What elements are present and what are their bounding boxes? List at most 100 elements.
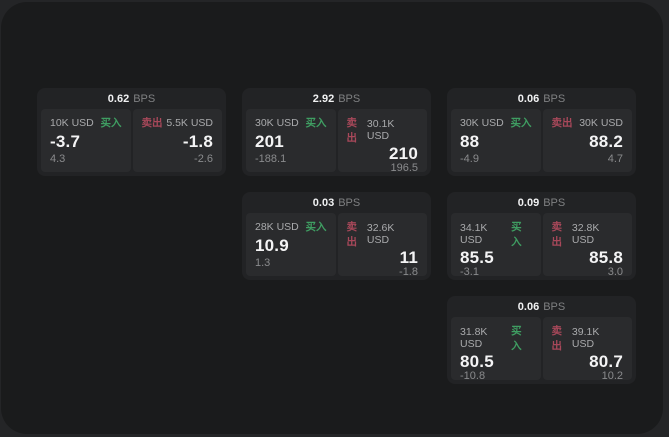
buy-delta-value: 4.3	[50, 153, 66, 165]
sell-delta-value: 196.5	[390, 162, 418, 174]
quote-cells: 28K USD 买入 10.9 1.3 卖出 32.6K USD 11 -1.8	[246, 213, 427, 278]
quote-card: 0.09 BPS 34.1K USD 买入 85.5 -3.1 卖出 32.8K…	[447, 192, 636, 280]
sell-side-label: 卖出	[551, 221, 563, 248]
sell-cell-top: 卖出 32.6K USD	[347, 219, 419, 249]
sell-amount-label: 5.5K USD	[166, 116, 213, 129]
sell-cell[interactable]: 卖出 39.1K USD 80.7 10.2	[542, 317, 632, 382]
bps-value: 0.06	[517, 300, 540, 313]
bps-value: 0.09	[517, 196, 540, 209]
buy-side-label: 买入	[511, 221, 522, 248]
buy-amount-label: 30K USD	[255, 116, 299, 129]
quote-cells: 30K USD 买入 88 -4.9 卖出 30K USD 88.2 4.7	[451, 109, 632, 172]
sell-price-value: 11	[399, 248, 418, 267]
sell-cell[interactable]: 卖出 32.8K USD 85.8 3.0	[542, 213, 632, 278]
card-header: 2.92 BPS	[242, 88, 431, 109]
buy-price-value: 85.5	[460, 248, 494, 267]
buy-side-label: 买入	[305, 117, 327, 129]
buy-price-value: 88	[460, 132, 480, 151]
buy-delta-value: -3.1	[460, 266, 479, 278]
sell-price-value: 80.7	[589, 352, 623, 371]
buy-delta-value: 1.3	[255, 257, 271, 269]
buy-cell[interactable]: 30K USD 买入 88 -4.9	[451, 109, 541, 172]
bps-unit-label: BPS	[543, 196, 566, 209]
buy-cell-top: 34.1K USD 买入	[460, 219, 532, 249]
buy-side-label: 买入	[305, 221, 327, 233]
buy-cell[interactable]: 34.1K USD 买入 85.5 -3.1	[451, 213, 541, 278]
sell-cell-top: 卖出 30.1K USD	[347, 115, 419, 145]
buy-cell[interactable]: 30K USD 买入 201 -188.1	[246, 109, 336, 172]
sell-delta-value: 10.2	[601, 370, 623, 382]
buy-price-value: 201	[255, 132, 284, 151]
buy-price-value: 10.9	[255, 236, 289, 255]
buy-amount-label: 10K USD	[50, 116, 94, 129]
sell-side-label: 卖出	[346, 117, 358, 144]
sell-cell[interactable]: 卖出 32.6K USD 11 -1.8	[337, 213, 427, 278]
buy-price-value: 80.5	[460, 352, 494, 371]
sell-amount-label: 32.8K USD	[571, 222, 600, 246]
buy-delta-value: -10.8	[460, 370, 486, 382]
buy-cell-top: 31.8K USD 买入	[460, 323, 532, 353]
bps-unit-label: BPS	[133, 92, 156, 105]
buy-side-label: 买入	[100, 117, 122, 129]
buy-side-label: 买入	[510, 117, 532, 129]
sell-cell-top: 卖出 39.1K USD	[552, 323, 624, 353]
bps-value: 0.03	[312, 196, 335, 209]
sell-side-label: 卖出	[551, 325, 563, 352]
bps-unit-label: BPS	[338, 196, 361, 209]
buy-amount-label: 30K USD	[460, 116, 504, 129]
sell-amount-label: 32.6K USD	[366, 222, 395, 246]
sell-cell-top: 卖出 5.5K USD	[142, 115, 214, 130]
sell-delta-value: -1.8	[399, 266, 418, 278]
main-panel: 0.62 BPS 10K USD 买入 -3.7 4.3 卖出 5.5K USD	[1, 2, 663, 434]
sell-price-value: -1.8	[182, 132, 213, 151]
sell-cell-top: 卖出 30K USD	[552, 115, 624, 130]
quote-card: 2.92 BPS 30K USD 买入 201 -188.1 卖出 30.1K …	[242, 88, 431, 176]
quote-card: 0.06 BPS 31.8K USD 买入 80.5 -10.8 卖出 39.1…	[447, 296, 636, 384]
buy-price-value: -3.7	[50, 132, 81, 151]
buy-cell-top: 28K USD 买入	[255, 219, 327, 234]
card-header: 0.06 BPS	[447, 88, 636, 109]
quote-cells: 31.8K USD 买入 80.5 -10.8 卖出 39.1K USD 80.…	[451, 317, 632, 382]
card-header: 0.09 BPS	[447, 192, 636, 213]
buy-amount-label: 28K USD	[255, 220, 299, 233]
sell-delta-value: 4.7	[607, 153, 623, 165]
card-header: 0.62 BPS	[37, 88, 226, 109]
quote-card: 0.62 BPS 10K USD 买入 -3.7 4.3 卖出 5.5K USD	[37, 88, 226, 176]
buy-delta-value: -188.1	[255, 153, 287, 165]
sell-amount-label: 39.1K USD	[571, 326, 600, 350]
sell-price-value: 88.2	[589, 132, 623, 151]
buy-cell[interactable]: 28K USD 买入 10.9 1.3	[246, 213, 336, 276]
sell-amount-label: 30.1K USD	[366, 118, 395, 142]
bps-unit-label: BPS	[338, 92, 361, 105]
buy-delta-value: -4.9	[460, 153, 479, 165]
card-header: 0.03 BPS	[242, 192, 431, 213]
sell-delta-value: -2.6	[194, 153, 213, 165]
buy-cell[interactable]: 31.8K USD 买入 80.5 -10.8	[451, 317, 541, 382]
sell-cell[interactable]: 卖出 30K USD 88.2 4.7	[542, 109, 632, 172]
sell-cell[interactable]: 卖出 5.5K USD -1.8 -2.6	[132, 109, 222, 172]
buy-cell[interactable]: 10K USD 买入 -3.7 4.3	[41, 109, 131, 172]
quote-cells: 34.1K USD 买入 85.5 -3.1 卖出 32.8K USD 85.8…	[451, 213, 632, 278]
bps-value: 0.06	[517, 92, 540, 105]
sell-side-label: 卖出	[346, 221, 358, 248]
bps-value: 0.62	[107, 92, 130, 105]
bps-unit-label: BPS	[543, 92, 566, 105]
quote-cells: 30K USD 买入 201 -188.1 卖出 30.1K USD 210 1…	[246, 109, 427, 174]
buy-cell-top: 30K USD 买入	[255, 115, 327, 130]
bps-value: 2.92	[312, 92, 335, 105]
sell-side-label: 卖出	[551, 117, 573, 129]
sell-price-value: 85.8	[589, 248, 623, 267]
sell-cell-top: 卖出 32.8K USD	[552, 219, 624, 249]
buy-cell-top: 10K USD 买入	[50, 115, 122, 130]
quote-cells: 10K USD 买入 -3.7 4.3 卖出 5.5K USD -1.8 -2.…	[41, 109, 222, 172]
sell-cell[interactable]: 卖出 30.1K USD 210 196.5	[337, 109, 427, 174]
quote-card: 0.03 BPS 28K USD 买入 10.9 1.3 卖出 32.6K US…	[242, 192, 431, 280]
buy-amount-label: 34.1K USD	[460, 222, 488, 246]
buy-cell-top: 30K USD 买入	[460, 115, 532, 130]
sell-amount-label: 30K USD	[579, 116, 623, 129]
bps-unit-label: BPS	[543, 300, 566, 313]
buy-amount-label: 31.8K USD	[460, 326, 488, 350]
card-header: 0.06 BPS	[447, 296, 636, 317]
sell-side-label: 卖出	[141, 117, 163, 129]
